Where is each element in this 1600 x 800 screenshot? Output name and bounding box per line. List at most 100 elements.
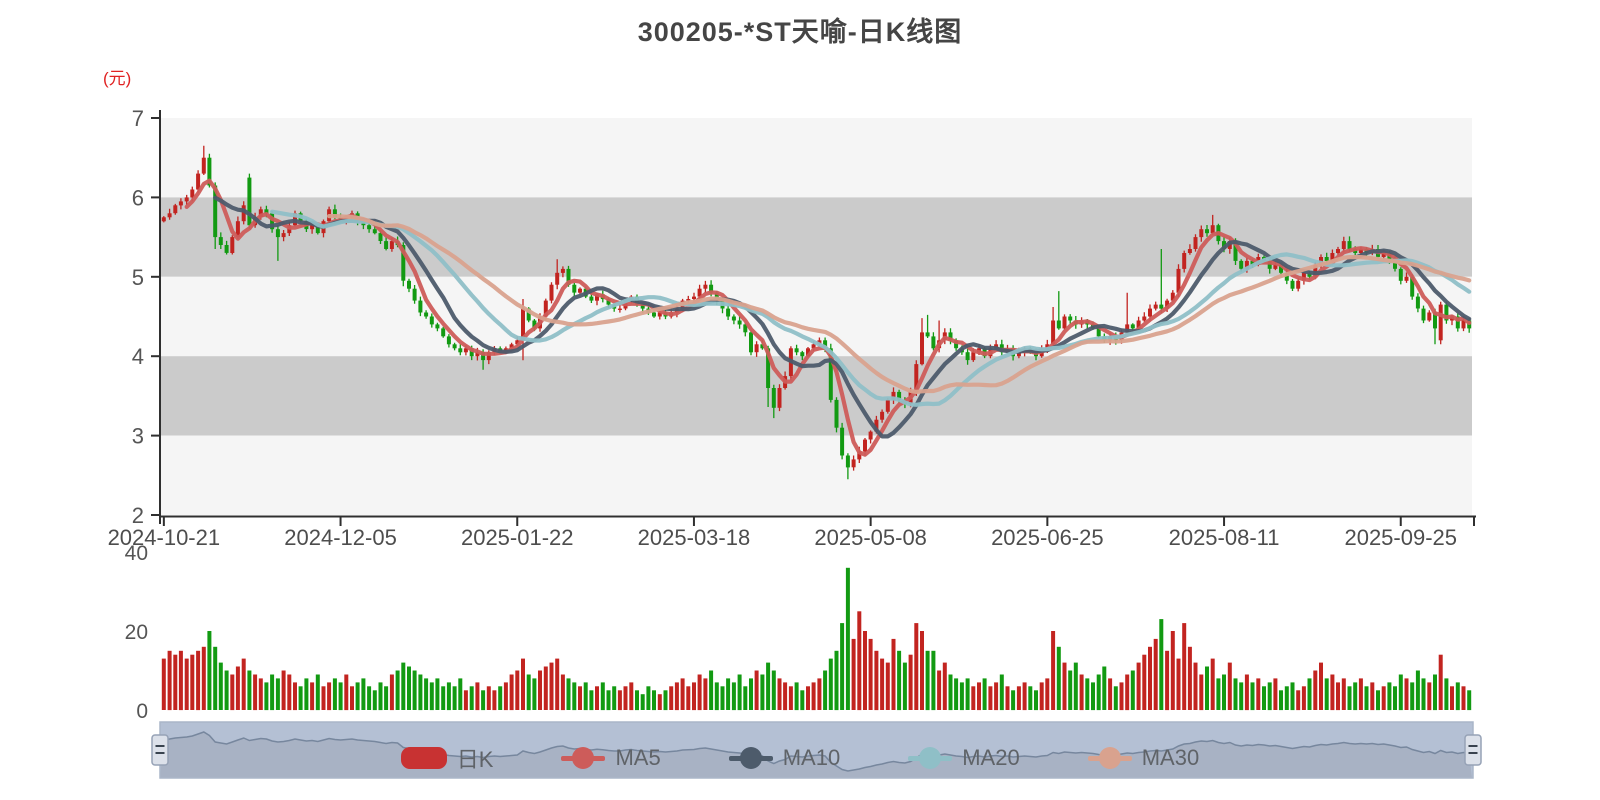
volume-bar[interactable]	[1239, 682, 1244, 711]
volume-bar[interactable]	[959, 682, 964, 711]
volume-bar[interactable]	[566, 678, 571, 710]
volume-bar[interactable]	[1427, 682, 1432, 711]
volume-bar[interactable]	[971, 686, 976, 710]
volume-bar[interactable]	[726, 678, 731, 710]
volume-bar[interactable]	[1410, 682, 1415, 711]
candle[interactable]	[1250, 260, 1255, 265]
candle[interactable]	[1233, 241, 1238, 261]
volume-bar[interactable]	[367, 686, 372, 710]
volume-bar[interactable]	[304, 678, 309, 710]
volume-bar[interactable]	[680, 678, 685, 710]
candle[interactable]	[384, 241, 389, 249]
volume-bar[interactable]	[458, 678, 463, 710]
volume-bar[interactable]	[612, 686, 617, 710]
candle[interactable]	[196, 173, 201, 190]
volume-bar[interactable]	[578, 686, 582, 710]
volume-bar[interactable]	[1136, 662, 1141, 710]
candle[interactable]	[697, 288, 702, 297]
volume-bar[interactable]	[1102, 666, 1107, 711]
candle[interactable]	[840, 427, 845, 456]
volume-bar[interactable]	[1341, 678, 1346, 710]
volume-bar[interactable]	[1096, 674, 1101, 711]
volume-bar[interactable]	[794, 682, 799, 711]
volume-bar[interactable]	[1028, 686, 1033, 710]
volume-bar[interactable]	[1301, 686, 1306, 710]
candle[interactable]	[823, 340, 828, 349]
volume-bar[interactable]	[526, 674, 531, 711]
candle[interactable]	[275, 229, 280, 238]
volume-bar[interactable]	[1336, 682, 1340, 711]
volume-bar[interactable]	[674, 682, 679, 711]
volume-bar[interactable]	[378, 682, 383, 711]
candle[interactable]	[1062, 316, 1067, 329]
volume-bar[interactable]	[766, 662, 771, 710]
candle[interactable]	[178, 201, 183, 206]
candle[interactable]	[897, 391, 902, 400]
volume-bar[interactable]	[880, 658, 885, 710]
candle[interactable]	[948, 332, 953, 341]
volume-bar[interactable]	[1347, 686, 1352, 710]
candle[interactable]	[1415, 296, 1420, 309]
volume-bar[interactable]	[298, 686, 303, 710]
candle[interactable]	[526, 308, 531, 321]
volume-bar[interactable]	[1307, 678, 1312, 710]
candle[interactable]	[726, 308, 731, 317]
volume-bar[interactable]	[606, 690, 611, 711]
candle[interactable]	[640, 304, 645, 309]
candle[interactable]	[806, 348, 810, 357]
volume-bar[interactable]	[868, 638, 873, 710]
candle[interactable]	[412, 288, 417, 301]
volume-bar[interactable]	[783, 682, 788, 711]
candle[interactable]	[1193, 237, 1198, 249]
volume-bar[interactable]	[982, 678, 987, 710]
candle[interactable]	[1358, 249, 1363, 253]
candle[interactable]	[1244, 260, 1249, 269]
volume-bar[interactable]	[965, 678, 970, 710]
volume-bar[interactable]	[931, 650, 936, 711]
volume-bar[interactable]	[401, 662, 406, 710]
volume-bar[interactable]	[1404, 678, 1409, 710]
volume-bar[interactable]	[1091, 682, 1095, 711]
candle[interactable]	[686, 299, 691, 301]
candle[interactable]	[1051, 320, 1056, 345]
volume-bar[interactable]	[652, 690, 656, 711]
volume-series[interactable]	[161, 567, 1472, 711]
volume-bar[interactable]	[235, 666, 240, 711]
volume-bar[interactable]	[1165, 650, 1170, 711]
candle[interactable]	[407, 280, 411, 289]
volume-bar[interactable]	[737, 674, 742, 711]
volume-bar[interactable]	[954, 678, 959, 710]
volume-bar[interactable]	[1421, 678, 1426, 710]
candle[interactable]	[486, 352, 491, 361]
candle[interactable]	[1381, 253, 1386, 257]
candle[interactable]	[281, 233, 286, 238]
volume-bar[interactable]	[1319, 662, 1323, 710]
candle[interactable]	[1170, 292, 1175, 301]
candle[interactable]	[845, 455, 850, 468]
volume-bar[interactable]	[902, 662, 907, 710]
candle[interactable]	[270, 213, 275, 230]
candle[interactable]	[572, 284, 577, 293]
volume-bar[interactable]	[914, 623, 919, 710]
volume-bar[interactable]	[1085, 678, 1090, 710]
volume-bar[interactable]	[184, 658, 189, 710]
volume-bar[interactable]	[1233, 678, 1238, 710]
volume-bar[interactable]	[828, 658, 833, 710]
volume-bar[interactable]	[424, 678, 429, 710]
candle[interactable]	[811, 344, 816, 349]
candle[interactable]	[1347, 241, 1352, 249]
volume-bar[interactable]	[481, 690, 486, 711]
volume-bar[interactable]	[429, 682, 434, 711]
volume-bar[interactable]	[1256, 678, 1261, 710]
volume-bar[interactable]	[731, 682, 736, 711]
candle[interactable]	[1393, 260, 1397, 269]
candle[interactable]	[207, 157, 212, 186]
volume-bar[interactable]	[1142, 654, 1147, 710]
candle[interactable]	[868, 431, 873, 440]
candle[interactable]	[389, 241, 394, 249]
candle[interactable]	[891, 391, 896, 400]
volume-bar[interactable]	[845, 567, 850, 710]
candle[interactable]	[1153, 304, 1158, 309]
candle[interactable]	[652, 312, 656, 317]
